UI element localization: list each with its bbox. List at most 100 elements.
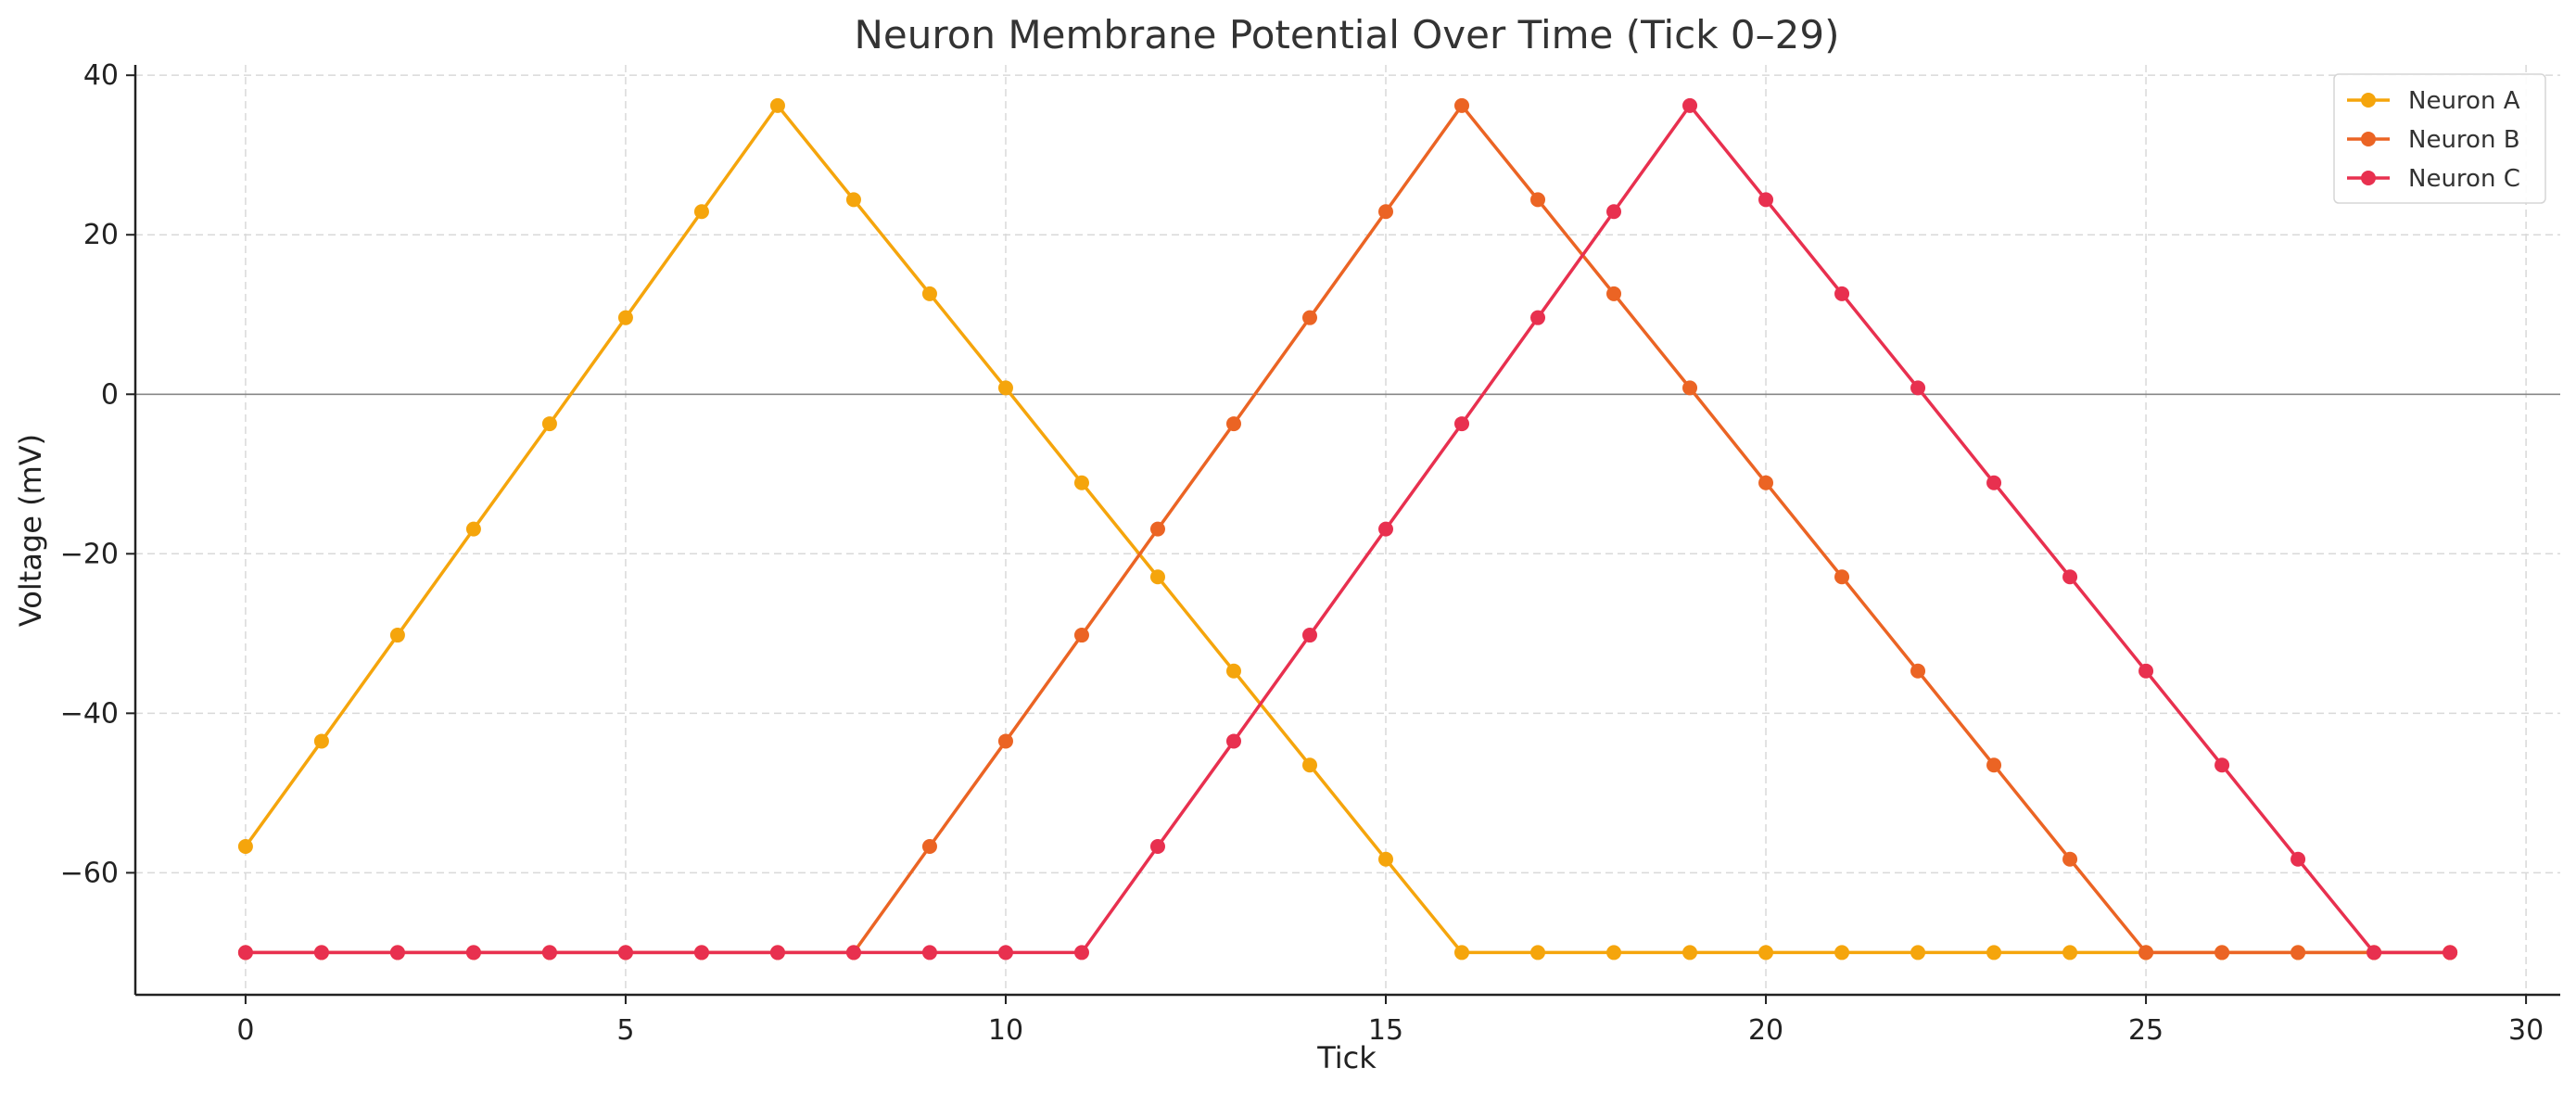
data-point (1378, 204, 1394, 220)
data-point (2138, 663, 2154, 679)
legend-marker (2361, 132, 2376, 146)
data-point (1986, 945, 2002, 960)
data-point (997, 380, 1013, 396)
y-tick-label: 20 (83, 219, 119, 251)
data-point (617, 945, 633, 960)
data-point (1682, 97, 1698, 113)
data-point (1834, 569, 1850, 585)
data-point (313, 945, 329, 960)
legend-marker (2361, 171, 2376, 185)
data-point (2214, 757, 2230, 773)
data-point (2062, 945, 2078, 960)
data-point (2214, 945, 2230, 960)
data-point (1834, 286, 1850, 301)
chart-title: Neuron Membrane Potential Over Time (Tic… (855, 12, 1840, 57)
data-point (1910, 663, 1926, 679)
legend-label: Neuron C (2408, 165, 2520, 193)
data-point (769, 945, 785, 960)
data-point (1530, 310, 1546, 325)
data-point (389, 628, 405, 643)
series-neuron-c (237, 97, 2458, 960)
y-tick-label: −40 (60, 697, 119, 730)
legend-label: Neuron A (2408, 87, 2520, 115)
data-point (541, 945, 557, 960)
x-tick-label: 25 (2128, 1014, 2164, 1047)
data-point (693, 204, 709, 220)
data-point (2062, 851, 2078, 867)
data-point (693, 945, 709, 960)
data-point (2443, 945, 2458, 960)
data-point (921, 839, 937, 855)
data-point (1910, 945, 1926, 960)
legend-item: Neuron C (2347, 165, 2520, 193)
data-point (769, 97, 785, 113)
data-point (2367, 945, 2382, 960)
data-point (1682, 380, 1698, 396)
data-point (237, 945, 253, 960)
data-point (1378, 851, 1394, 867)
series-line (244, 104, 2451, 955)
series-line (245, 104, 2451, 955)
data-point (2290, 851, 2306, 867)
data-point (465, 521, 481, 537)
y-tick-label: −20 (60, 538, 119, 570)
y-tick-label: 40 (83, 59, 119, 92)
legend-label: Neuron B (2408, 126, 2520, 154)
data-point (617, 310, 633, 325)
data-point (1073, 945, 1089, 960)
y-tick-label: 0 (101, 378, 119, 411)
data-point (997, 733, 1013, 749)
data-point (1530, 945, 1546, 960)
data-point (2290, 945, 2306, 960)
data-point (1986, 475, 2002, 490)
data-point (1301, 628, 1317, 643)
data-point (313, 733, 329, 749)
data-point (465, 945, 481, 960)
data-point (1378, 521, 1394, 537)
data-point (1606, 945, 1622, 960)
data-point (1073, 475, 1089, 490)
y-axis-label: Voltage (mV) (13, 434, 48, 627)
data-point (1682, 945, 1698, 960)
data-point (1149, 569, 1165, 585)
data-point (389, 945, 405, 960)
data-point (1606, 204, 1622, 220)
data-point (1225, 733, 1241, 749)
legend-item: Neuron B (2347, 126, 2520, 154)
data-point (237, 839, 253, 855)
data-point (1910, 380, 1926, 396)
data-point (1454, 416, 1470, 432)
x-tick-label: 20 (1748, 1014, 1783, 1047)
data-point (1149, 839, 1165, 855)
data-point (1758, 475, 1774, 490)
legend: Neuron A Neuron B Neuron C (2333, 73, 2546, 204)
data-point (1454, 945, 1470, 960)
x-tick-label: 5 (616, 1014, 634, 1047)
legend-box (2333, 73, 2546, 204)
legend-marker (2361, 93, 2376, 108)
data-point (921, 945, 937, 960)
data-point (845, 192, 861, 208)
data-point (1149, 521, 1165, 537)
data-point (1301, 310, 1317, 325)
data-point (1073, 628, 1089, 643)
x-tick-label: 15 (1368, 1014, 1403, 1047)
data-point (1225, 416, 1241, 432)
data-point (2062, 569, 2078, 585)
data-point (1986, 757, 2002, 773)
series-group (237, 97, 2458, 960)
data-point (1225, 663, 1241, 679)
data-point (541, 416, 557, 432)
data-point (2138, 945, 2154, 960)
data-point (1758, 945, 1774, 960)
data-point (1301, 757, 1317, 773)
data-point (1530, 192, 1546, 208)
y-tick-label: −60 (60, 857, 119, 889)
data-point (997, 945, 1013, 960)
legend-item: Neuron A (2347, 87, 2520, 115)
data-point (1454, 97, 1470, 113)
data-point (1758, 192, 1774, 208)
axes: 0 5 10 15 20 25 30 −60 −40 −20 0 20 40 (60, 59, 2560, 1047)
